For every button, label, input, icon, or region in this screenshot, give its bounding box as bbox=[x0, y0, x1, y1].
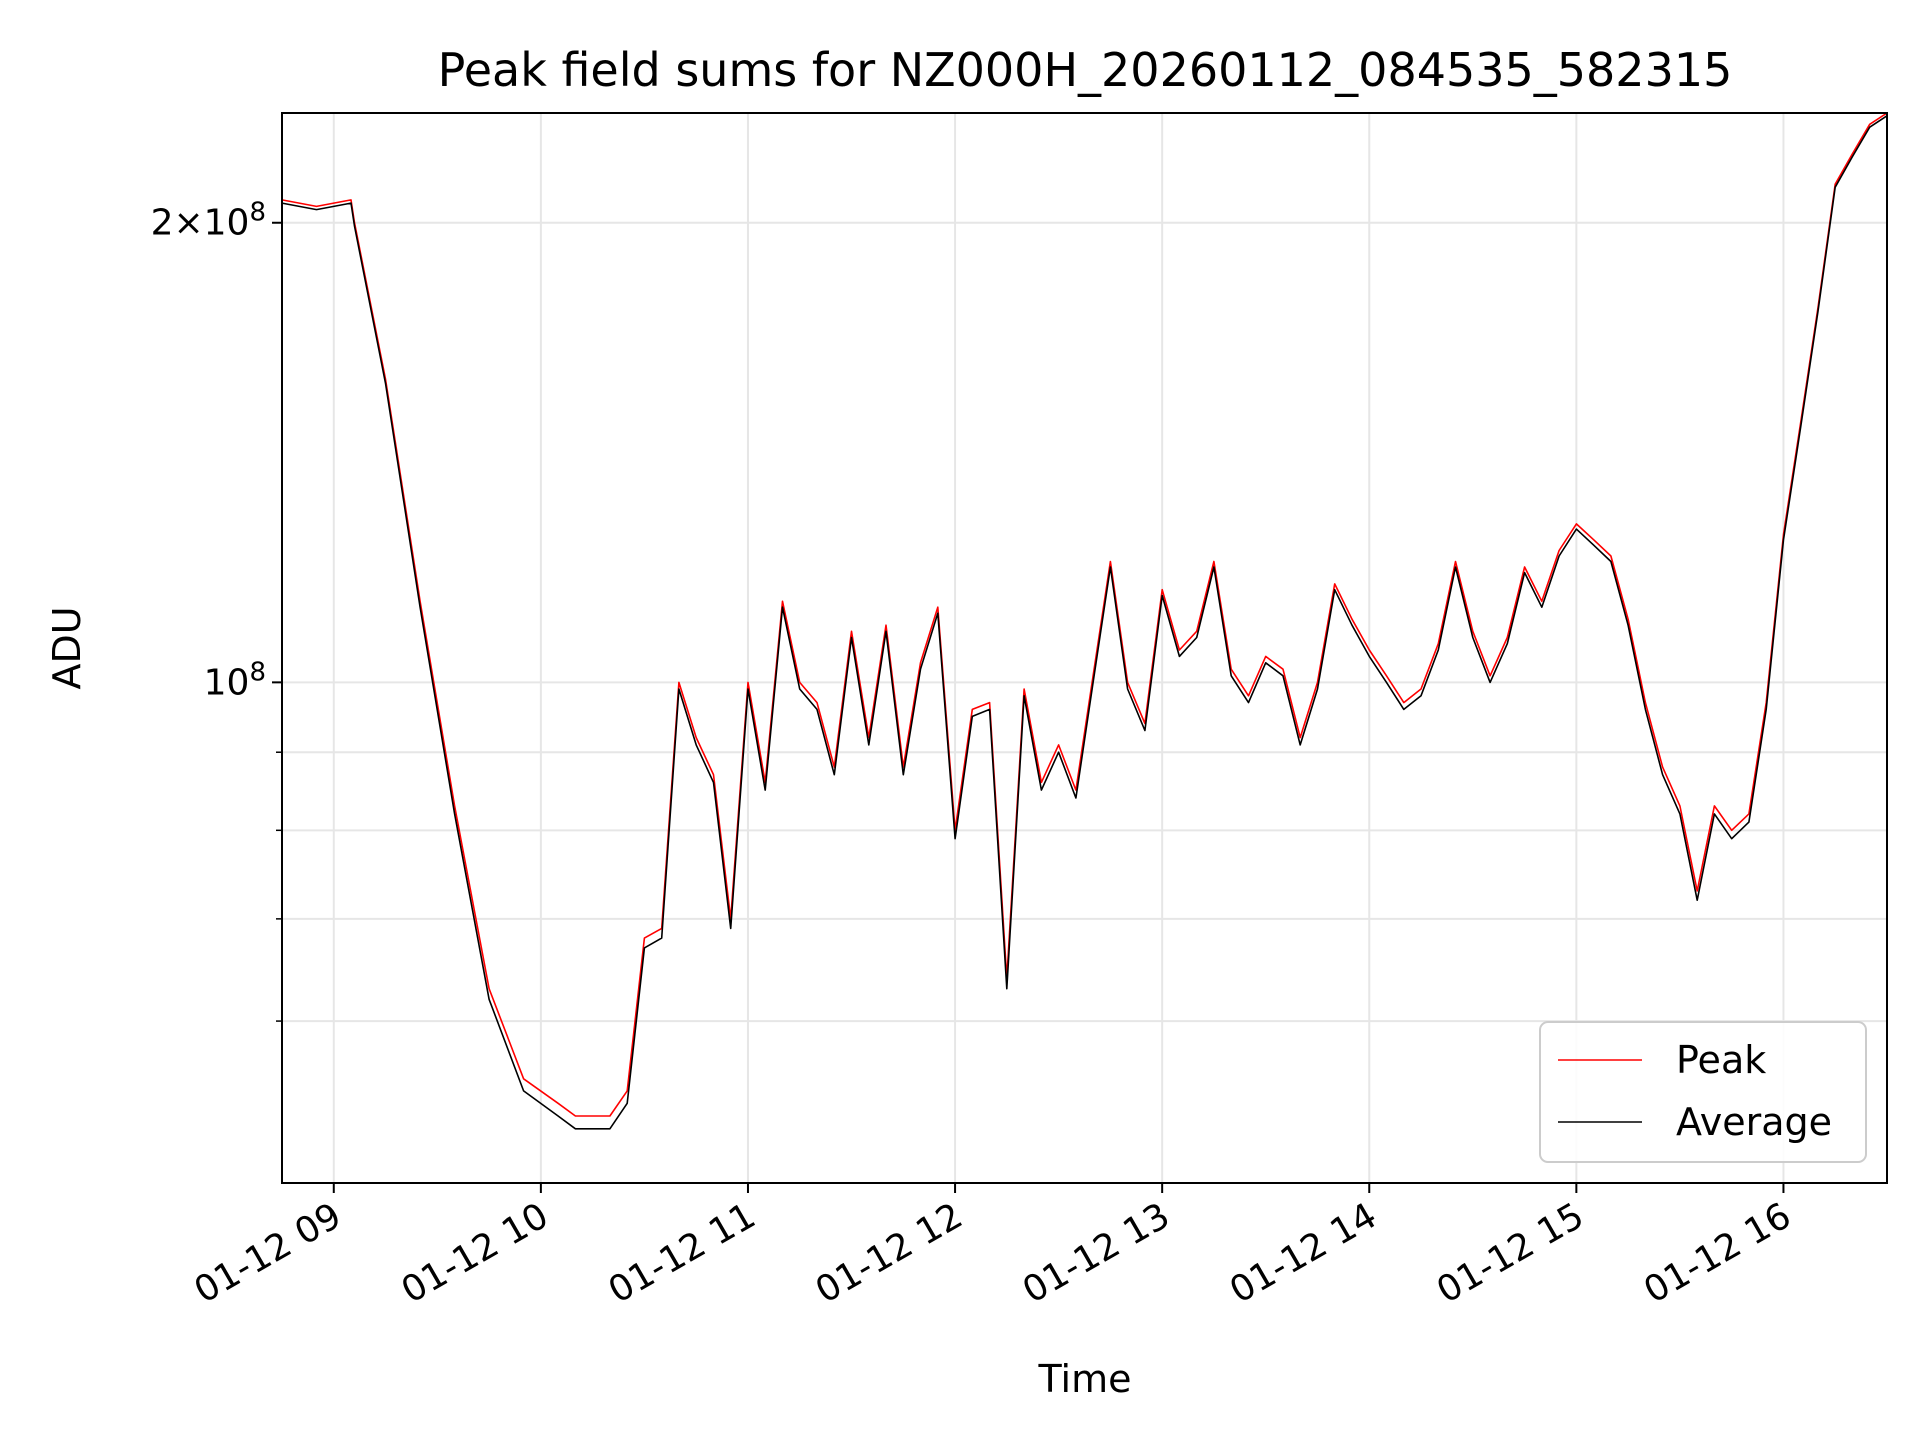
y-axis-label: ADU bbox=[45, 606, 89, 689]
legend-label-peak: Peak bbox=[1676, 1038, 1766, 1082]
legend-box bbox=[1539, 1021, 1867, 1163]
series-line-average bbox=[281, 115, 1888, 1130]
plot-frame bbox=[281, 112, 1888, 1184]
series-line-peak bbox=[281, 112, 1888, 1117]
plot-area bbox=[281, 112, 1888, 1130]
chart-title: Peak field sums for NZ000H_20260112_0845… bbox=[438, 43, 1733, 97]
y-axis: 108 2×108 bbox=[151, 198, 282, 1022]
y-tick-label: 2×108 bbox=[151, 198, 266, 244]
x-axis-label: Time bbox=[1038, 1357, 1132, 1401]
legend-label-average: Average bbox=[1676, 1100, 1832, 1144]
y-tick-label: 108 bbox=[204, 657, 266, 703]
legend: Peak Average bbox=[1539, 1021, 1867, 1163]
